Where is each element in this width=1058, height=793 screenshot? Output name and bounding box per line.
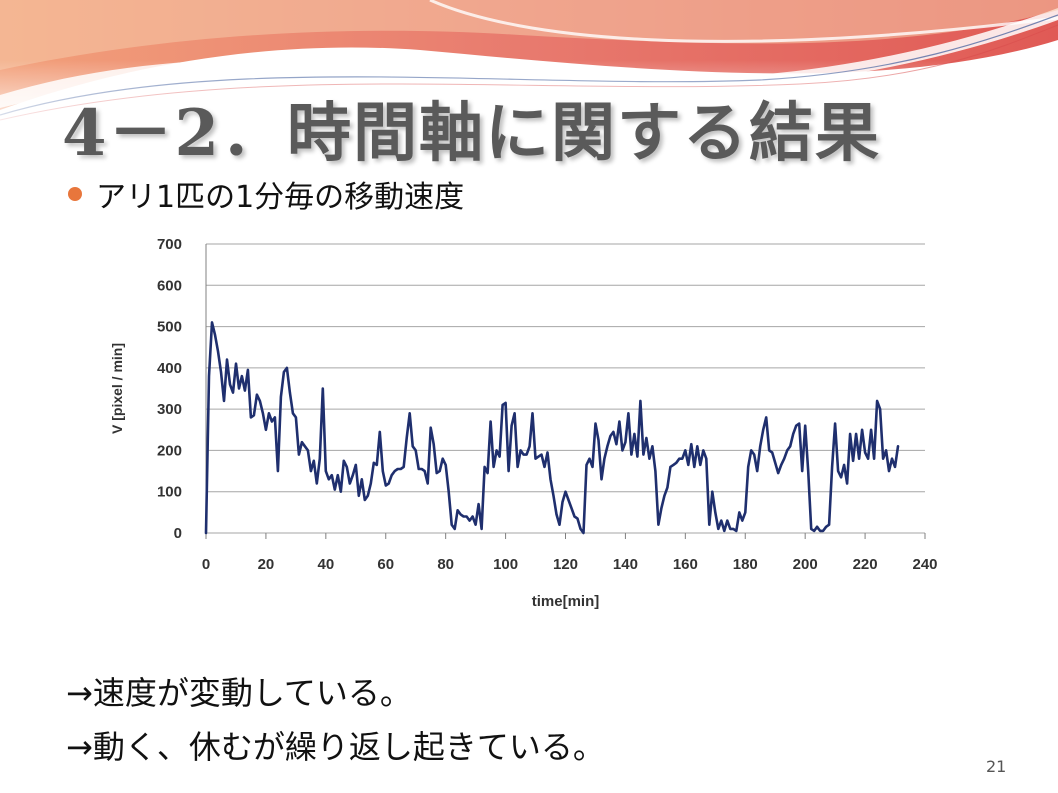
- y-tick-label-200: 200: [157, 442, 182, 459]
- y-tick-label-100: 100: [157, 484, 182, 501]
- y-tick-label-300: 300: [157, 401, 182, 418]
- x-tick-label-40: 40: [317, 556, 334, 573]
- y-tick-label-500: 500: [157, 319, 182, 336]
- note-speed-varies: →速度が変動している。: [66, 674, 412, 712]
- line-chart: 0 100 200 300 400 500 600 700 0 20 40 60 80 100 120 140…: [109, 236, 938, 610]
- bullet-dot-icon: [68, 187, 82, 201]
- bullet-item: アリ1匹の1分毎の移動速度: [68, 172, 464, 216]
- y-tick-label-0: 0: [174, 525, 182, 542]
- x-axis-label: time[min]: [532, 593, 600, 610]
- x-tick-label-200: 200: [793, 556, 818, 573]
- decorative-header-waves: [0, 0, 1058, 130]
- x-tick-label-60: 60: [377, 556, 394, 573]
- x-tick-label-240: 240: [912, 556, 937, 573]
- x-tick-label-100: 100: [493, 556, 518, 573]
- slide-title: 4－2．時間軸に関する結果: [62, 96, 882, 171]
- y-axis-label: V [pixel / min]: [109, 343, 125, 434]
- chart-container: 0 100 200 300 400 500 600 700 0 20 40 60 80 100 120 140…: [88, 227, 952, 617]
- x-tick-label-220: 220: [853, 556, 878, 573]
- series-line-0: [204, 321, 900, 535]
- x-tick-label-0: 0: [202, 556, 210, 573]
- x-tick-label-180: 180: [733, 556, 758, 573]
- x-tick-label-80: 80: [437, 556, 454, 573]
- y-tick-label-700: 700: [157, 236, 182, 253]
- x-tick-label-140: 140: [613, 556, 638, 573]
- bullet-text: アリ1匹の1分毎の移動速度: [96, 180, 465, 215]
- y-tick-label-600: 600: [157, 277, 182, 294]
- x-tick-label-160: 160: [673, 556, 698, 573]
- note-move-rest-repeat: →動く、休むが繰り返し起きている。: [66, 728, 605, 766]
- x-tick-label-20: 20: [258, 556, 275, 573]
- page-number: 21: [986, 757, 1007, 776]
- x-tick-label-120: 120: [553, 556, 578, 573]
- y-tick-label-400: 400: [157, 360, 182, 377]
